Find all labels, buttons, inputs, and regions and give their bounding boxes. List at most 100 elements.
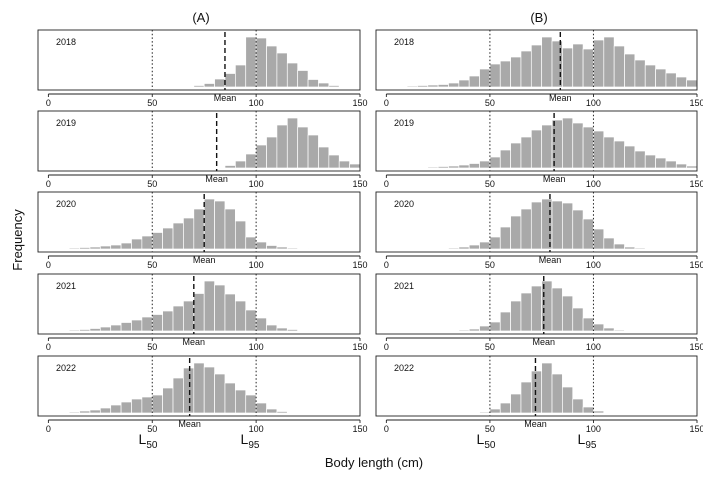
histogram-bar [686, 165, 698, 169]
histogram-bar [468, 163, 480, 169]
histogram-bar [58, 412, 70, 414]
year-label: 2021 [394, 281, 414, 291]
x-tick-label: 100 [249, 424, 264, 434]
l50-main-b: L [477, 431, 485, 447]
histogram-panel: 2019 Mean 0 50 100 150 [37, 110, 368, 189]
year-label: 2022 [394, 363, 414, 373]
histogram-bar [593, 410, 605, 414]
histogram-bar [276, 327, 288, 332]
histogram-bar [235, 389, 247, 414]
histogram-bar [582, 218, 594, 250]
histogram-bar [427, 84, 439, 88]
l50-sub-a: 50 [146, 440, 158, 451]
year-label: 2022 [56, 363, 76, 373]
histogram-bar [203, 280, 215, 332]
histogram-bar [489, 156, 501, 169]
histogram-bar [541, 36, 553, 88]
histogram-bar [68, 329, 80, 332]
histogram-bar [214, 373, 226, 414]
histogram-bar [572, 43, 584, 88]
histogram-bar [110, 404, 122, 414]
histogram-bar [79, 247, 91, 250]
mean-label: Mean [178, 419, 201, 429]
histogram-bar [214, 200, 226, 250]
histogram-bar [235, 300, 247, 332]
histogram-bar [162, 387, 174, 414]
histogram-bar [489, 236, 501, 250]
histogram-bar [634, 150, 646, 169]
histogram-bar [214, 284, 226, 332]
histogram-bar [266, 136, 278, 169]
x-tick-label: 150 [352, 424, 367, 434]
histogram-bar [255, 37, 267, 88]
histogram-bar [224, 293, 236, 332]
mean-label: Mean [539, 255, 562, 265]
year-label: 2020 [56, 199, 76, 209]
histogram-bar [417, 85, 429, 88]
mean-label: Mean [214, 93, 237, 103]
l50-sub-b: 50 [484, 440, 496, 451]
panel-frame [375, 355, 698, 417]
histogram-bar [141, 235, 153, 250]
histogram-bar [624, 53, 636, 88]
histogram-bar [541, 362, 553, 414]
histogram-panel: 2021 Mean 0 50 100 150 [37, 273, 368, 352]
histogram-bar [458, 246, 470, 250]
histogram-bar [255, 402, 267, 414]
x-tick-label: 100 [586, 342, 601, 352]
panel-frame [37, 273, 361, 335]
histogram-bar [172, 305, 184, 332]
histogram-bar [427, 166, 439, 169]
x-tick-label: 100 [249, 260, 264, 270]
histogram-bar [572, 398, 584, 414]
year-label: 2020 [394, 199, 414, 209]
histogram-bar [224, 382, 236, 414]
histogram-bar [644, 248, 656, 250]
x-tick-label: 0 [384, 98, 389, 108]
histogram-bar [551, 373, 563, 414]
x-tick-label: 0 [46, 98, 51, 108]
histogram-bar [131, 398, 143, 414]
histogram-bar [328, 85, 340, 88]
histogram-panel: 2018 Mean 0 50 100 150 [37, 29, 368, 108]
histogram-bar [510, 215, 522, 250]
histogram-bar [338, 160, 350, 169]
histogram-bar [593, 228, 605, 250]
histogram-bar [593, 130, 605, 169]
year-label: 2021 [56, 281, 76, 291]
histogram-bar [613, 243, 625, 250]
year-label: 2019 [56, 118, 76, 128]
histogram-bar [510, 393, 522, 414]
histogram-bar [193, 85, 205, 88]
histogram-bar [183, 217, 195, 250]
histogram-bar [245, 153, 257, 169]
histogram-bar [297, 70, 309, 88]
l95-annotation-b: L95 [578, 431, 597, 451]
histogram-panel: 2022 Mean 0 50 100 150 [37, 355, 368, 434]
histogram-bar [120, 322, 132, 332]
histogram-bar [245, 394, 257, 414]
l50-annotation-a: L50 [139, 431, 158, 451]
x-tick-label: 50 [485, 179, 495, 189]
histogram-bar [624, 145, 636, 169]
histogram-bar [255, 241, 267, 250]
histogram-bar [183, 367, 195, 414]
histogram-bar [634, 59, 646, 88]
histogram-bar [245, 36, 257, 88]
histogram-bar [328, 154, 340, 169]
x-tick-label: 100 [586, 98, 601, 108]
histogram-bar [562, 386, 574, 414]
histogram-bar [572, 307, 584, 332]
histogram-bar [406, 85, 418, 88]
histogram-bar [448, 165, 460, 169]
histogram-bar [479, 160, 491, 169]
histogram-bar [99, 407, 112, 414]
x-tick-label: 50 [485, 424, 495, 434]
x-tick-label: 150 [689, 424, 703, 434]
l50-annotation-b: L50 [477, 431, 496, 451]
histogram-bar [162, 227, 174, 250]
mean-label: Mean [193, 255, 216, 265]
histogram-bar [468, 328, 480, 332]
histogram-bar [151, 232, 163, 250]
histogram-bar [530, 370, 543, 414]
